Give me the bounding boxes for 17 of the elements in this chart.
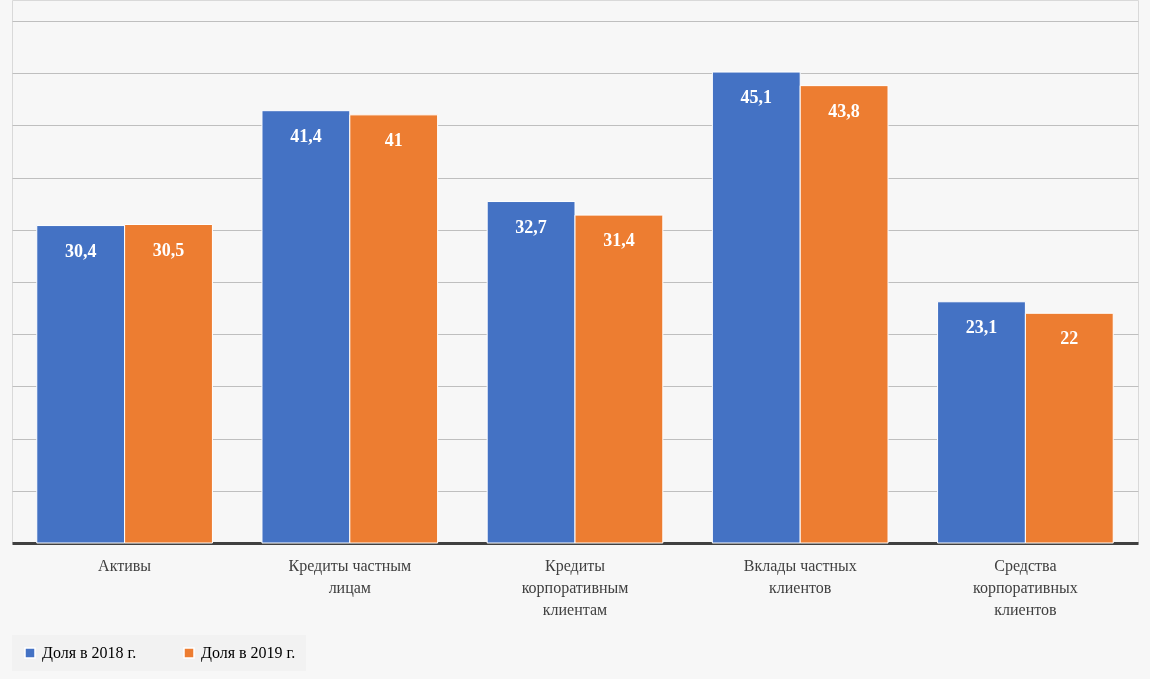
x-tick-label: Вклады частных клиентов <box>743 556 857 596</box>
data-label: 22 <box>1060 328 1079 349</box>
data-label: 41 <box>384 129 403 150</box>
data-label: 43,8 <box>828 100 860 121</box>
legend-label: Доля в 2018 г. <box>42 644 137 662</box>
x-tick-label: Активы <box>98 556 152 574</box>
data-label: 41,4 <box>290 125 322 146</box>
legend-label: Доля в 2019 г. <box>201 644 296 662</box>
x-tick-label: Кредиты корпоративным клиентам <box>521 556 629 618</box>
data-label: 30,4 <box>64 240 97 261</box>
data-label: 30,5 <box>152 239 185 260</box>
data-label: 32,7 <box>515 216 547 237</box>
data-label: 45,1 <box>740 87 773 108</box>
x-tick-label: Средства корпоративных клиентов <box>973 556 1078 618</box>
data-label: 31,4 <box>603 230 635 251</box>
data-label: 23,1 <box>965 316 998 337</box>
x-tick-label: Кредиты частным лицам <box>288 556 412 597</box>
